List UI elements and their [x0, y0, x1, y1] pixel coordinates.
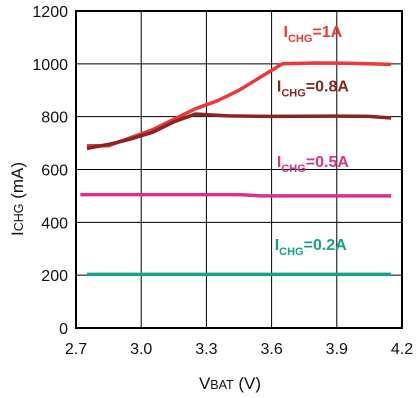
y-tick-label: 800: [41, 110, 68, 127]
series-label: ICHG=0.5A: [277, 154, 349, 175]
y-tick-label: 400: [41, 215, 68, 232]
y-tick-label: 0: [59, 321, 68, 338]
x-tick-label: 3.3: [195, 341, 217, 358]
series-line: [86, 112, 392, 151]
x-tick-label: 4.2: [391, 341, 413, 358]
grid: [76, 11, 402, 328]
x-tick-label: 2.7: [65, 341, 87, 358]
y-tick-label: 1200: [32, 4, 68, 21]
x-tick-label: 3.9: [326, 341, 348, 358]
series-lines: [80, 61, 392, 277]
y-tick-label: 600: [41, 163, 68, 180]
series-label: ICHG=0.8A: [277, 79, 349, 100]
x-tick-label: 3.0: [130, 341, 152, 358]
y-tick-label: 200: [41, 268, 68, 285]
y-tick-label: 1000: [32, 57, 68, 74]
x-tick-label: 3.6: [260, 341, 282, 358]
series-label: ICHG=1A: [284, 24, 343, 45]
series-line: [80, 192, 392, 198]
y-axis-title: ICHG (mA): [8, 162, 27, 236]
series-label: ICHG=0.2A: [275, 237, 347, 258]
plot-frame: [75, 10, 403, 329]
series-line: [86, 61, 392, 148]
series-labels: ICHG=1A ICHG=0.8A ICHG=0.5A ICHG=0.2A: [275, 24, 350, 258]
tick-labels: 2.7 3.0 3.3 3.6 3.9 4.2 0 200 400 600 800 1000 1200: [32, 4, 413, 358]
x-axis-title: VBAT (V): [199, 374, 261, 393]
